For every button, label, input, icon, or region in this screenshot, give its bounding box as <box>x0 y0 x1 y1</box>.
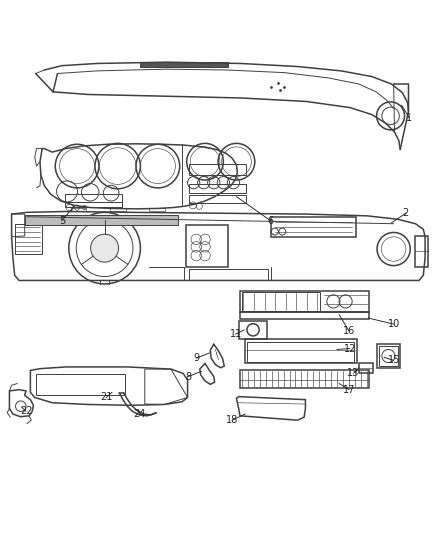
Text: 12: 12 <box>344 344 356 353</box>
Bar <box>240 290 369 312</box>
Bar <box>379 346 398 366</box>
Text: 10: 10 <box>388 319 400 329</box>
Text: 22: 22 <box>20 407 32 416</box>
Bar <box>189 164 246 175</box>
Bar <box>377 344 400 368</box>
Bar <box>25 215 177 225</box>
Text: 15: 15 <box>388 356 400 365</box>
Bar <box>189 195 246 203</box>
Text: 18: 18 <box>226 415 238 425</box>
Text: 8: 8 <box>185 372 191 382</box>
Text: 21: 21 <box>100 392 113 402</box>
Text: 2: 2 <box>403 208 409 218</box>
Bar <box>186 224 228 268</box>
Bar <box>242 292 320 311</box>
Bar <box>71 208 86 212</box>
Bar <box>189 184 246 193</box>
Text: 11: 11 <box>230 329 242 339</box>
Text: 9: 9 <box>193 353 199 363</box>
Text: 1: 1 <box>406 113 413 123</box>
Bar <box>247 342 354 362</box>
Bar <box>271 217 356 237</box>
Bar <box>149 208 165 212</box>
Bar <box>239 321 267 338</box>
Bar <box>65 194 122 202</box>
Text: 16: 16 <box>343 326 355 336</box>
Bar <box>189 269 268 280</box>
Text: 6: 6 <box>268 216 274 225</box>
Bar <box>240 369 369 388</box>
Bar <box>141 62 228 67</box>
Text: 13: 13 <box>347 368 360 378</box>
Bar <box>415 236 427 268</box>
Bar <box>65 203 122 207</box>
Text: 24: 24 <box>133 409 146 419</box>
Circle shape <box>91 234 119 262</box>
Bar <box>14 224 42 254</box>
Text: 5: 5 <box>59 216 65 225</box>
Bar <box>110 208 126 212</box>
Bar <box>240 312 369 319</box>
Text: 17: 17 <box>343 385 355 394</box>
Bar <box>245 340 357 364</box>
Bar <box>35 374 125 395</box>
Bar <box>359 362 373 374</box>
